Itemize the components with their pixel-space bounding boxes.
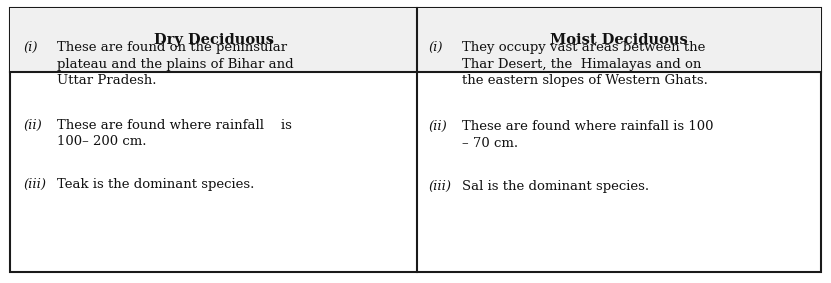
- Text: These are found where rainfall    is
100– 200 cm.: These are found where rainfall is 100– 2…: [57, 119, 292, 148]
- Text: (ii): (ii): [429, 120, 448, 133]
- Text: (ii): (ii): [23, 119, 42, 132]
- Text: Moist Deciduous: Moist Deciduous: [550, 33, 688, 47]
- Text: (iii): (iii): [429, 180, 452, 193]
- Text: These are found where rainfall is 100
– 70 cm.: These are found where rainfall is 100 – …: [462, 120, 714, 150]
- Text: (iii): (iii): [23, 178, 47, 191]
- Text: (i): (i): [429, 41, 443, 54]
- Bar: [10, 8, 417, 72]
- Text: Teak is the dominant species.: Teak is the dominant species.: [57, 178, 254, 191]
- Bar: [417, 8, 821, 72]
- Text: (i): (i): [23, 41, 37, 54]
- Text: Dry Deciduous: Dry Deciduous: [154, 33, 273, 47]
- Text: Sal is the dominant species.: Sal is the dominant species.: [462, 180, 649, 193]
- Text: These are found on the peninsular
plateau and the plains of Bihar and
Uttar Prad: These are found on the peninsular platea…: [57, 41, 293, 87]
- Text: They occupy vast areas between the
Thar Desert, the  Himalayas and on
the easter: They occupy vast areas between the Thar …: [462, 41, 708, 87]
